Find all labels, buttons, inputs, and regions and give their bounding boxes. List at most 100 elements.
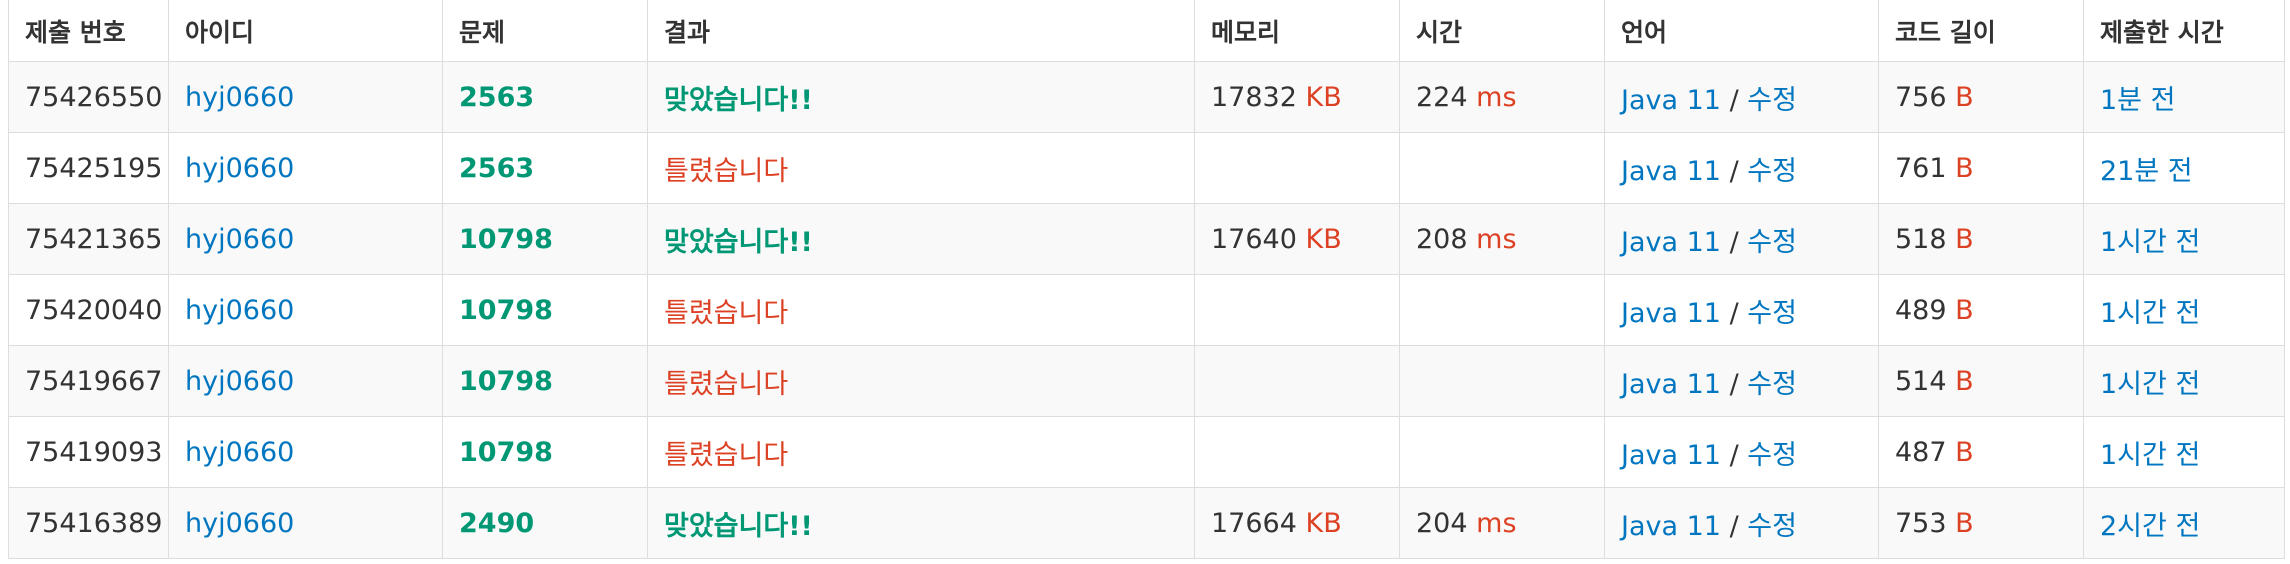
edit-link[interactable]: 수정 — [1747, 297, 1797, 329]
user-link[interactable]: hyj0660 — [185, 365, 295, 397]
problem-link[interactable]: 10798 — [459, 223, 553, 255]
cell-result: 틀렸습니다 — [647, 132, 1195, 204]
header-code-length: 코드 길이 — [1878, 0, 2084, 62]
table-row: 75416389 hyj0660 2490 맞았습니다!! 17664 KB 204 ms… — [8, 487, 2285, 559]
cell-language: Java 11 / 수정 — [1604, 203, 1879, 275]
problem-link[interactable]: 10798 — [459, 436, 553, 468]
code-length-value: 761 — [1895, 152, 1947, 184]
code-length-unit: B — [1955, 507, 1974, 539]
problem-link[interactable]: 2563 — [459, 81, 535, 113]
submitted-time-link[interactable]: 2시간 전 — [2100, 510, 2201, 542]
edit-link[interactable]: 수정 — [1747, 226, 1797, 258]
cell-code-length: 761 B — [1878, 132, 2084, 204]
cell-submitted-time: 1시간 전 — [2083, 416, 2285, 488]
user-link[interactable]: hyj0660 — [185, 436, 295, 468]
cell-code-length: 756 B — [1878, 61, 2084, 133]
header-submission-id: 제출 번호 — [8, 0, 169, 62]
time-unit: ms — [1476, 507, 1517, 539]
cell-problem: 10798 — [442, 274, 648, 346]
submitted-time-link[interactable]: 1시간 전 — [2100, 368, 2201, 400]
edit-link[interactable]: 수정 — [1747, 510, 1797, 542]
cell-problem: 2563 — [442, 61, 648, 133]
cell-memory — [1194, 132, 1400, 204]
cell-problem: 10798 — [442, 345, 648, 417]
result-status: 틀렸습니다 — [664, 368, 789, 400]
language-link[interactable]: Java 11 — [1621, 297, 1721, 329]
problem-link[interactable]: 2563 — [459, 152, 535, 184]
time-value: 208 — [1416, 223, 1468, 255]
header-language: 언어 — [1604, 0, 1879, 62]
submission-id: 75420040 — [25, 294, 163, 326]
time-unit: ms — [1476, 223, 1517, 255]
cell-language: Java 11 / 수정 — [1604, 416, 1879, 488]
cell-submission-id: 75420040 — [8, 274, 169, 346]
user-link[interactable]: hyj0660 — [185, 223, 295, 255]
language-separator: / — [1729, 297, 1739, 329]
cell-submission-id: 75425195 — [8, 132, 169, 204]
code-length-unit: B — [1955, 81, 1974, 113]
submitted-time-link[interactable]: 1시간 전 — [2100, 297, 2201, 329]
cell-submission-id: 75421365 — [8, 203, 169, 275]
submission-id: 75426550 — [25, 81, 163, 113]
table-row: 75426550 hyj0660 2563 맞았습니다!! 17832 KB 224 ms… — [8, 61, 2285, 133]
cell-user-id: hyj0660 — [168, 416, 443, 488]
cell-user-id: hyj0660 — [168, 345, 443, 417]
code-length-unit: B — [1955, 294, 1974, 326]
cell-submission-id: 75419667 — [8, 345, 169, 417]
result-status: 틀렸습니다 — [664, 439, 789, 471]
cell-time — [1399, 274, 1605, 346]
cell-problem: 10798 — [442, 416, 648, 488]
user-link[interactable]: hyj0660 — [185, 507, 295, 539]
code-length-unit: B — [1955, 152, 1974, 184]
table-row: 75419667 hyj0660 10798 틀렸습니다 Java 11 / 수정 514… — [8, 345, 2285, 417]
edit-link[interactable]: 수정 — [1747, 439, 1797, 471]
header-result: 결과 — [647, 0, 1195, 62]
language-separator: / — [1729, 84, 1739, 116]
cell-result: 맞았습니다!! — [647, 61, 1195, 133]
cell-submitted-time: 1분 전 — [2083, 61, 2285, 133]
cell-result: 틀렸습니다 — [647, 345, 1195, 417]
cell-result: 맞았습니다!! — [647, 203, 1195, 275]
user-link[interactable]: hyj0660 — [185, 152, 295, 184]
edit-link[interactable]: 수정 — [1747, 84, 1797, 116]
language-link[interactable]: Java 11 — [1621, 226, 1721, 258]
submitted-time-link[interactable]: 21분 전 — [2100, 155, 2193, 187]
code-length-value: 489 — [1895, 294, 1947, 326]
problem-link[interactable]: 2490 — [459, 507, 535, 539]
cell-language: Java 11 / 수정 — [1604, 274, 1879, 346]
result-status: 맞았습니다!! — [664, 510, 813, 542]
problem-link[interactable]: 10798 — [459, 294, 553, 326]
language-link[interactable]: Java 11 — [1621, 155, 1721, 187]
cell-submitted-time: 2시간 전 — [2083, 487, 2285, 559]
edit-link[interactable]: 수정 — [1747, 155, 1797, 187]
status-table: 제출 번호 아이디 문제 결과 메모리 시간 언어 코드 길이 제출한 시간 7… — [8, 0, 2285, 559]
cell-memory: 17640 KB — [1194, 203, 1400, 275]
cell-time — [1399, 416, 1605, 488]
cell-submitted-time: 21분 전 — [2083, 132, 2285, 204]
language-separator: / — [1729, 368, 1739, 400]
user-link[interactable]: hyj0660 — [185, 294, 295, 326]
cell-time — [1399, 132, 1605, 204]
language-link[interactable]: Java 11 — [1621, 84, 1721, 116]
submitted-time-link[interactable]: 1분 전 — [2100, 84, 2176, 116]
submitted-time-link[interactable]: 1시간 전 — [2100, 226, 2201, 258]
language-link[interactable]: Java 11 — [1621, 510, 1721, 542]
user-link[interactable]: hyj0660 — [185, 81, 295, 113]
cell-memory — [1194, 345, 1400, 417]
cell-time: 208 ms — [1399, 203, 1605, 275]
header-memory: 메모리 — [1194, 0, 1400, 62]
language-link[interactable]: Java 11 — [1621, 439, 1721, 471]
time-unit: ms — [1476, 81, 1517, 113]
cell-language: Java 11 / 수정 — [1604, 61, 1879, 133]
result-status: 맞았습니다!! — [664, 226, 813, 258]
problem-link[interactable]: 10798 — [459, 365, 553, 397]
language-link[interactable]: Java 11 — [1621, 368, 1721, 400]
cell-language: Java 11 / 수정 — [1604, 487, 1879, 559]
cell-memory: 17664 KB — [1194, 487, 1400, 559]
cell-result: 맞았습니다!! — [647, 487, 1195, 559]
edit-link[interactable]: 수정 — [1747, 368, 1797, 400]
table-row: 75421365 hyj0660 10798 맞았습니다!! 17640 KB 208 m… — [8, 203, 2285, 275]
cell-problem: 10798 — [442, 203, 648, 275]
submission-id: 75416389 — [25, 507, 163, 539]
submitted-time-link[interactable]: 1시간 전 — [2100, 439, 2201, 471]
